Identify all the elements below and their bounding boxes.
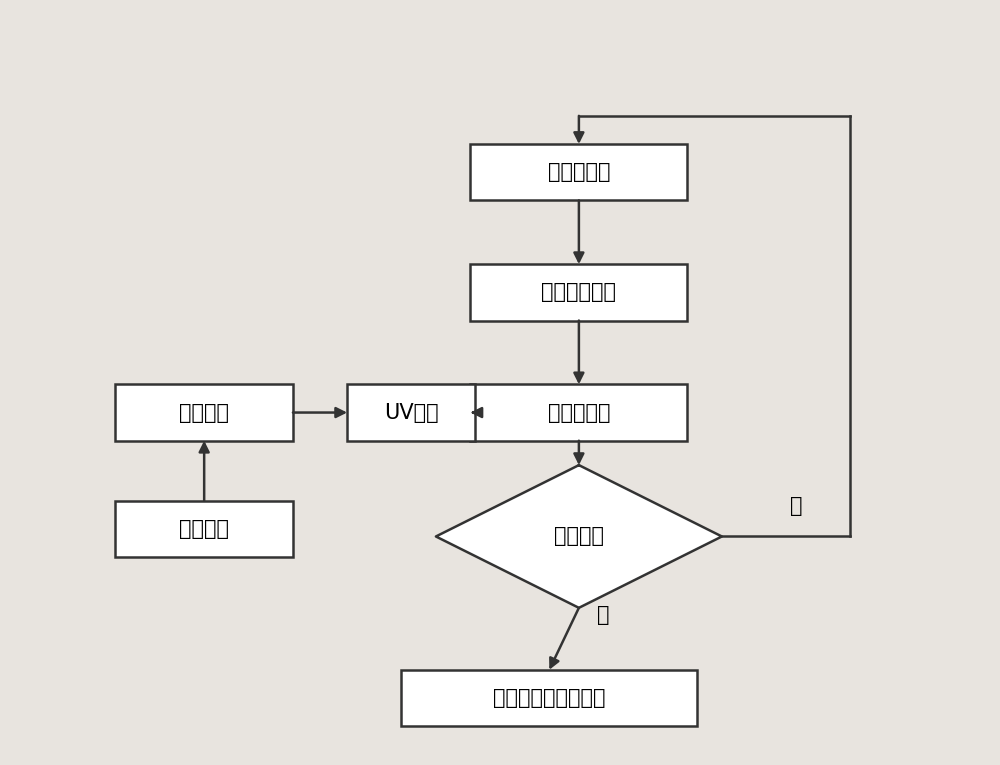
FancyBboxPatch shape	[347, 384, 475, 441]
FancyBboxPatch shape	[470, 144, 687, 200]
FancyBboxPatch shape	[401, 670, 697, 726]
Text: 否: 否	[790, 496, 802, 516]
Text: 传感器修饰膜: 传感器修饰膜	[541, 282, 616, 302]
Text: 连续进样: 连续进样	[179, 519, 229, 539]
Text: 传感器制备: 传感器制备	[548, 162, 610, 182]
Text: 分析与测试: 分析与测试	[548, 402, 610, 422]
Text: 是: 是	[597, 605, 610, 625]
FancyBboxPatch shape	[470, 384, 687, 441]
Polygon shape	[436, 465, 722, 608]
Text: 预警、上传检测数据: 预警、上传检测数据	[493, 688, 606, 708]
FancyBboxPatch shape	[115, 384, 293, 441]
Text: UV降解: UV降解	[384, 402, 439, 422]
FancyBboxPatch shape	[470, 264, 687, 321]
Text: 水样过滤: 水样过滤	[179, 402, 229, 422]
FancyBboxPatch shape	[115, 501, 293, 557]
Text: 综合评估: 综合评估	[554, 526, 604, 546]
